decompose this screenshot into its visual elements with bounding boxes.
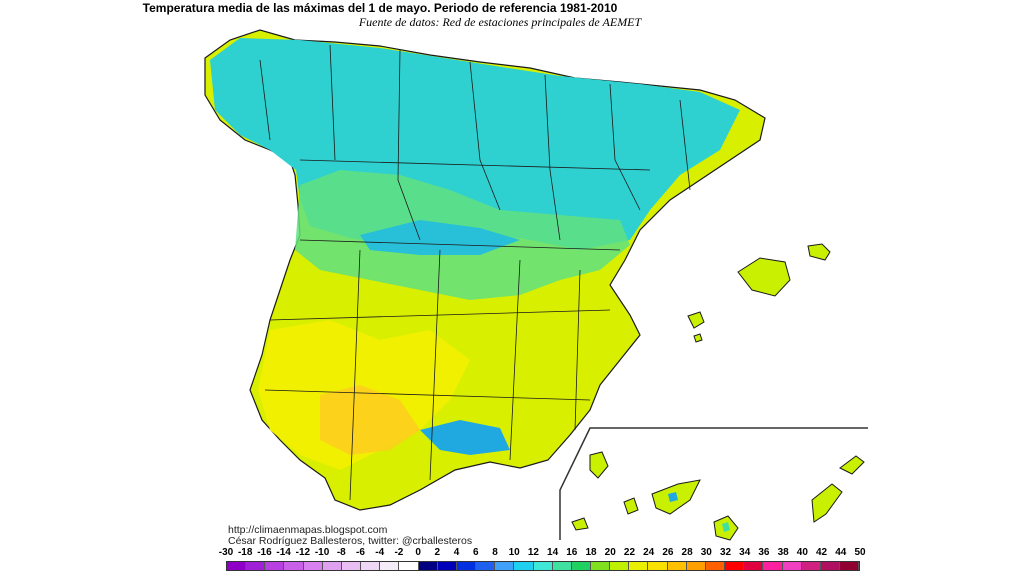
legend-tick: -12 — [295, 547, 311, 558]
inset-border — [559, 427, 868, 540]
legend-tick: 6 — [472, 547, 479, 558]
legend-tick: -10 — [314, 547, 330, 558]
legend-swatch — [399, 562, 419, 570]
legend-tick: 0 — [415, 547, 421, 558]
legend-tick: 44 — [835, 547, 847, 558]
legend-tick: 30 — [700, 547, 712, 558]
legend-tick: 22 — [623, 547, 636, 558]
ibiza — [687, 311, 705, 329]
legend-tick: -8 — [336, 547, 346, 558]
legend-swatch — [782, 562, 802, 570]
legend-swatch — [322, 562, 342, 570]
legend-tick: 14 — [547, 547, 559, 558]
source-url: http://climaenmapas.blogspot.com — [228, 524, 388, 536]
legend-swatch — [341, 562, 362, 570]
legend-swatch — [533, 562, 553, 570]
legend-tick: 18 — [585, 547, 597, 558]
legend-tick: 24 — [643, 547, 655, 558]
formentera — [693, 333, 703, 343]
legend-tick: 16 — [566, 547, 578, 558]
canarias-inset — [559, 427, 868, 541]
legend-swatch — [514, 562, 534, 570]
legend-tick: 32 — [719, 547, 732, 558]
legend-swatch — [610, 562, 630, 570]
legend-swatch — [667, 562, 687, 570]
legend-tick: 42 — [816, 547, 828, 558]
legend-tick: -16 — [257, 547, 272, 558]
legend-tick: -14 — [276, 547, 291, 558]
legend-tick: -4 — [375, 547, 385, 558]
lanzarote — [839, 455, 865, 475]
legend-swatch — [456, 562, 477, 570]
la-palma — [589, 451, 609, 479]
legend-tick: 10 — [508, 547, 520, 558]
mallorca — [737, 257, 791, 297]
legend-swatch — [801, 562, 821, 570]
sierra-nevada-cold-spot — [420, 420, 510, 455]
la-gomera — [623, 497, 639, 515]
menorca — [807, 243, 831, 261]
legend-tick: 40 — [796, 547, 808, 558]
legend-swatch — [380, 562, 400, 570]
legend-swatch — [840, 562, 860, 570]
legend-swatch — [418, 562, 438, 570]
legend-swatch — [284, 562, 304, 570]
legend-swatch — [648, 562, 668, 570]
fuerteventura — [811, 483, 843, 523]
legend-swatch — [629, 562, 649, 570]
legend-tick: 28 — [681, 547, 693, 558]
author-credit: César Rodríguez Ballesteros, twitter: @c… — [228, 535, 473, 547]
legend-tick: 38 — [777, 547, 789, 558]
legend-tick: 26 — [662, 547, 674, 558]
legend-color-bar — [226, 561, 860, 571]
legend-tick: 20 — [604, 547, 616, 558]
legend-swatch — [303, 562, 323, 570]
legend-swatch — [246, 562, 266, 570]
province-boundaries — [259, 44, 691, 501]
legend-tick: 8 — [492, 547, 498, 558]
baleares — [687, 243, 831, 343]
legend-swatch — [227, 562, 247, 570]
legend-tick: 2 — [434, 547, 441, 558]
legend-swatch — [763, 562, 783, 570]
el-hierro — [571, 517, 589, 531]
legend-tick: 12 — [527, 547, 539, 558]
legend-tick: -6 — [356, 547, 365, 558]
legend-tick: 36 — [758, 547, 770, 558]
guadalquivir-hot-zone — [320, 385, 420, 455]
legend-swatch — [744, 562, 764, 570]
legend-swatch — [820, 562, 840, 570]
legend-swatch — [686, 562, 706, 570]
gran-canaria-cold-spot — [722, 522, 730, 532]
legend-swatch — [705, 562, 726, 570]
legend-tick: 50 — [854, 547, 866, 558]
map-subtitle: Fuente de datos: Red de estaciones princ… — [358, 15, 642, 29]
legend-tick: 4 — [453, 547, 460, 558]
sistema-central-cold-spot — [360, 220, 520, 255]
legend-swatch — [552, 562, 572, 570]
peninsula — [204, 29, 766, 511]
legend-swatch — [476, 562, 496, 570]
legend-swatch — [495, 562, 515, 570]
legend-swatch — [265, 562, 285, 570]
legend-tick: -30 — [218, 547, 234, 558]
legend-swatch — [590, 562, 611, 570]
legend-swatch — [571, 562, 591, 570]
map-title: Temperatura media de las máximas del 1 d… — [142, 1, 618, 15]
legend-swatch — [437, 562, 457, 570]
teide-cold-spot — [668, 492, 678, 502]
legend-tick: -2 — [394, 547, 404, 558]
legend-swatch — [725, 562, 745, 570]
legend-tick: 34 — [739, 547, 751, 558]
legend-swatch — [361, 562, 381, 570]
legend-tick: -18 — [237, 547, 253, 558]
